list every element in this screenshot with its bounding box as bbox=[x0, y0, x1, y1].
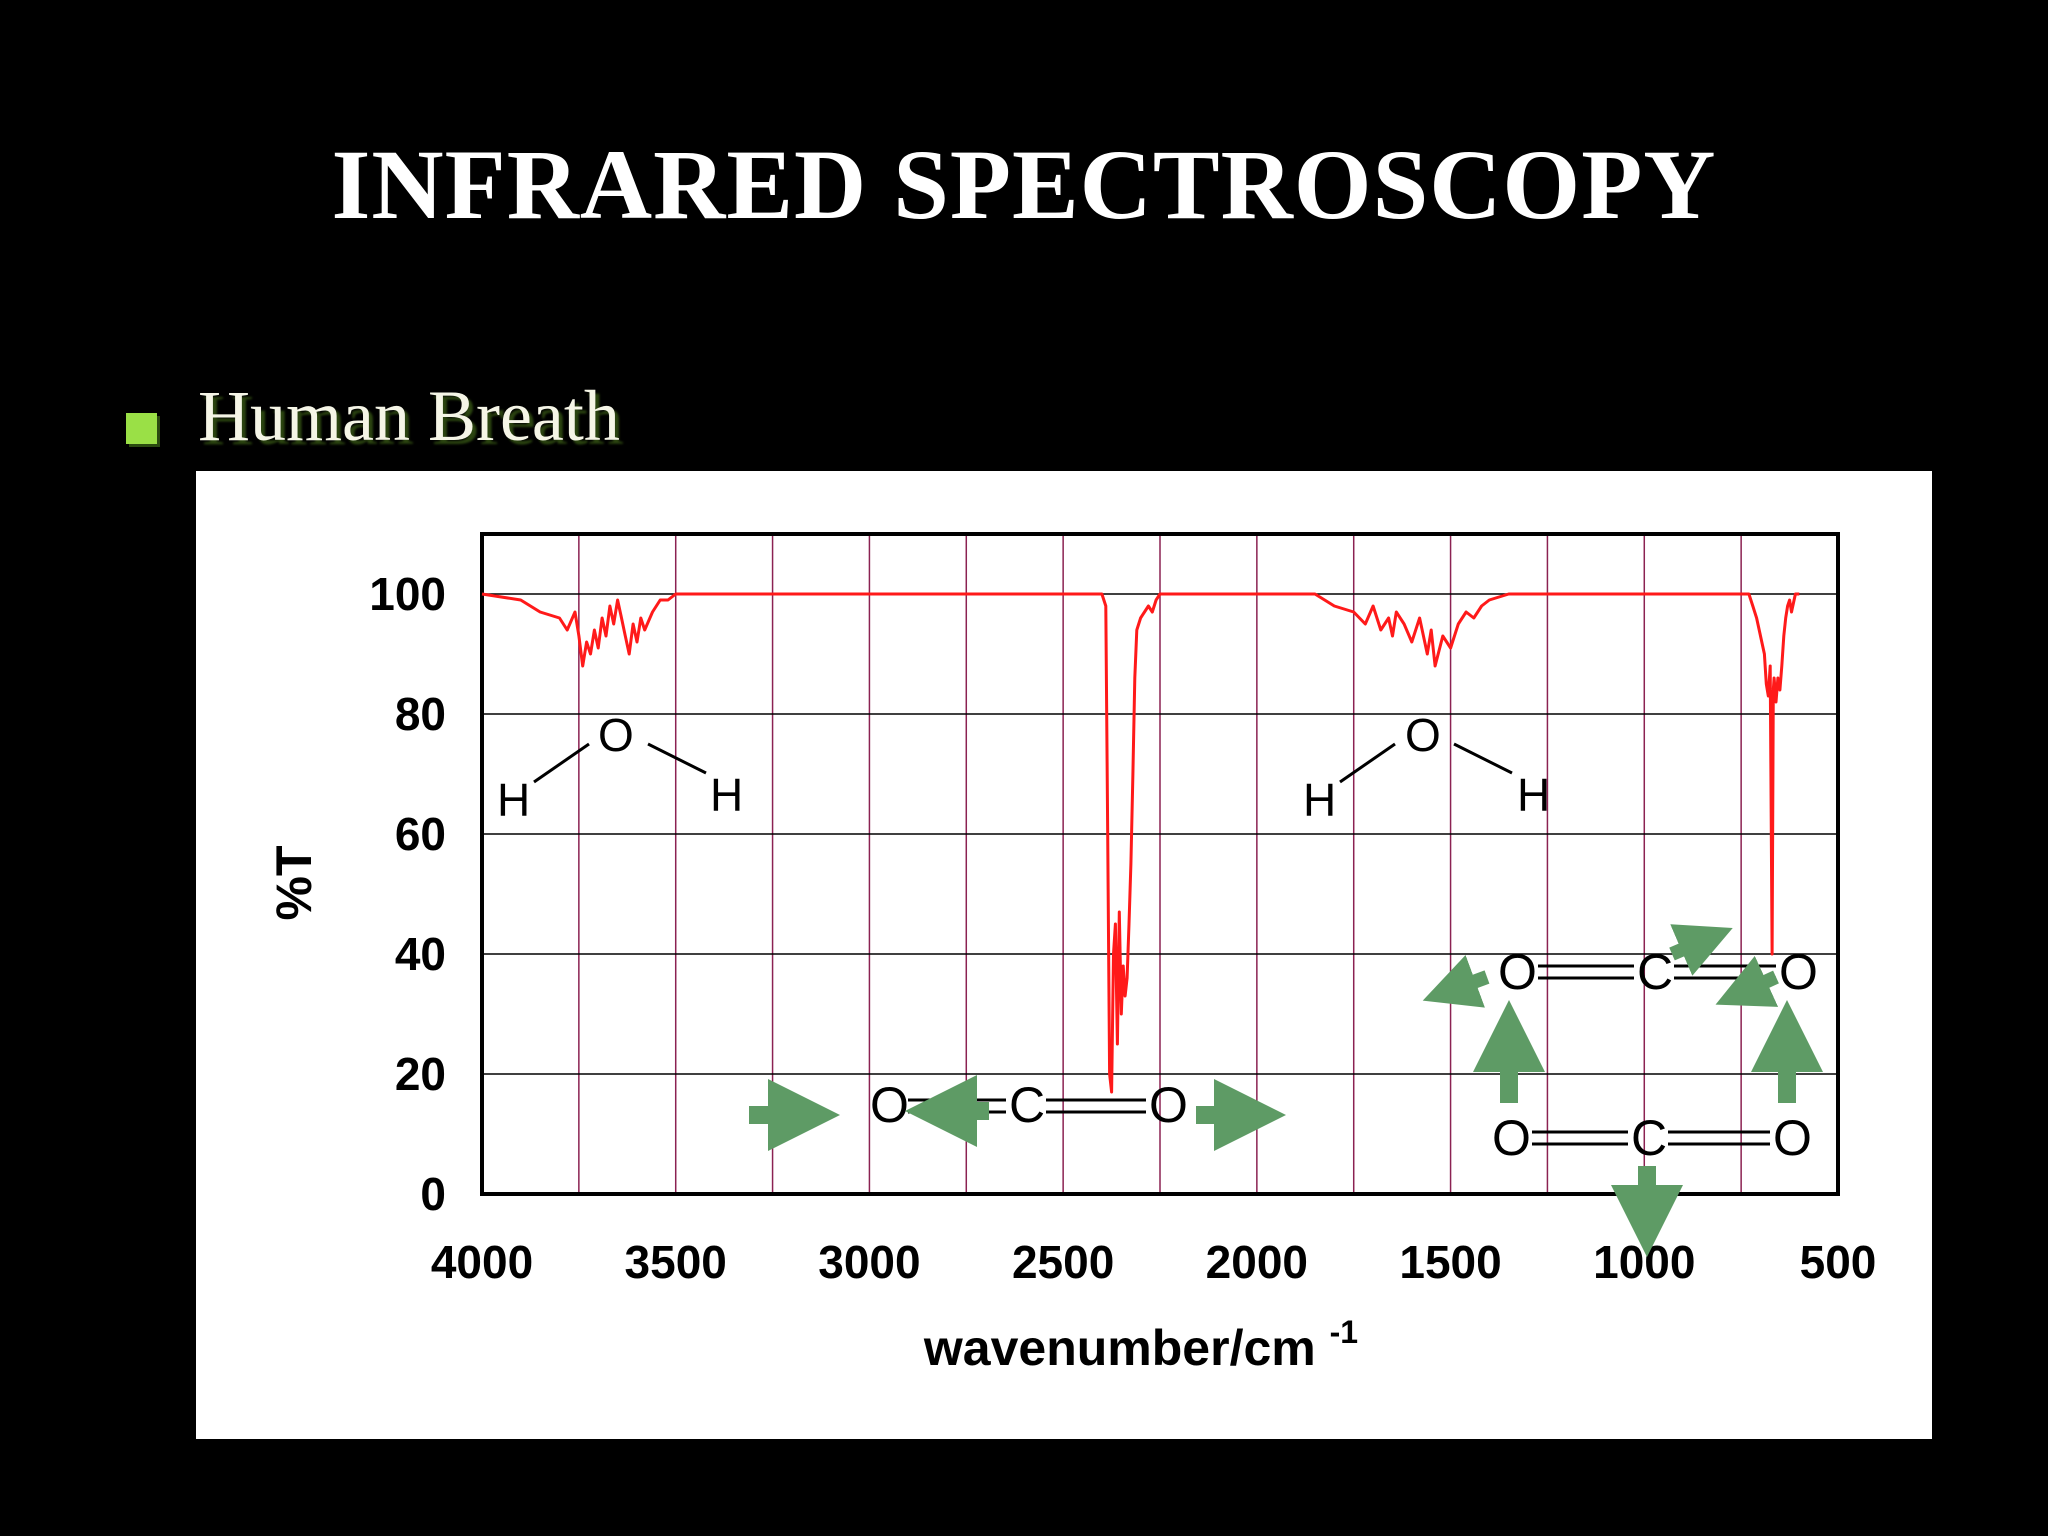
water-2-atom-h-right: H bbox=[1517, 769, 1550, 821]
x-axis-label: wavenumber/cm -1 bbox=[923, 1314, 1358, 1376]
arrow-diag-o-right bbox=[1715, 955, 1779, 1007]
y-tick-label: 80 bbox=[395, 688, 446, 740]
co2-b1-atom-c: C bbox=[1637, 944, 1673, 1000]
chart-panel: 0 20 40 60 80 100 4000 3500 3000 2500 2000 1500 100… bbox=[196, 471, 1932, 1439]
water-2-atom-o: O bbox=[1405, 709, 1441, 761]
co2-a-atom-o-right: O bbox=[1149, 1077, 1188, 1133]
co2-b2-atom-o-left: O bbox=[1492, 1110, 1531, 1166]
arrow-diag-o-left bbox=[1422, 955, 1490, 1008]
x-tick-label: 500 bbox=[1800, 1236, 1877, 1288]
x-tick-label: 1000 bbox=[1593, 1236, 1695, 1288]
x-tick-label: 4000 bbox=[431, 1236, 533, 1288]
co2-a-atom-o-left: O bbox=[870, 1077, 909, 1133]
co2-a-atom-c: C bbox=[1009, 1077, 1045, 1133]
slide-title: INFRARED SPECTROSCOPY bbox=[331, 129, 1717, 240]
y-tick-labels: 0 20 40 60 80 100 bbox=[369, 568, 446, 1220]
x-tick-label: 2500 bbox=[1012, 1236, 1114, 1288]
y-axis-label: %T bbox=[266, 846, 322, 921]
y-tick-label: 40 bbox=[395, 928, 446, 980]
co2-asymmetric-stretch: O C O bbox=[749, 1075, 1286, 1151]
water-1-atom-h-right: H bbox=[710, 769, 743, 821]
water-1-atom-o: O bbox=[598, 709, 634, 761]
bullet-text: Human Breath bbox=[198, 376, 620, 456]
bullet-square bbox=[126, 413, 157, 444]
co2-b2-atom-o-right: O bbox=[1773, 1110, 1812, 1166]
grid-vertical bbox=[578, 534, 1742, 1194]
x-axis-label-main: wavenumber/cm bbox=[923, 1320, 1316, 1376]
x-tick-label: 1500 bbox=[1399, 1236, 1501, 1288]
x-axis-label-superscript: -1 bbox=[1330, 1314, 1358, 1350]
arrow-diag-c bbox=[1669, 924, 1733, 976]
y-tick-label: 100 bbox=[369, 568, 446, 620]
co2-b2-atom-c: C bbox=[1631, 1110, 1667, 1166]
water-molecule-1: H O H bbox=[497, 709, 743, 826]
spectrum-line bbox=[481, 592, 1800, 1094]
co2-b1-atom-o-right: O bbox=[1779, 944, 1818, 1000]
y-tick-label: 60 bbox=[395, 808, 446, 860]
water-2-bond-right bbox=[1453, 742, 1513, 775]
water-2-bond-left bbox=[1339, 742, 1396, 784]
water-1-bond-left bbox=[533, 742, 590, 784]
co2-bend-upper: O C O bbox=[1422, 924, 1818, 1008]
water-1-atom-h-left: H bbox=[497, 774, 530, 826]
co2-b1-atom-o-left: O bbox=[1498, 944, 1537, 1000]
ir-spectrum-chart: 0 20 40 60 80 100 4000 3500 3000 2500 2000 1500 100… bbox=[266, 532, 1877, 1376]
y-tick-label: 0 bbox=[420, 1168, 446, 1220]
x-tick-label: 3500 bbox=[625, 1236, 727, 1288]
x-tick-label: 2000 bbox=[1206, 1236, 1308, 1288]
water-1-bond-right bbox=[647, 742, 707, 775]
co2-bend-lower: O C O bbox=[1473, 1000, 1823, 1257]
water-2-atom-h-left: H bbox=[1303, 774, 1336, 826]
y-tick-label: 20 bbox=[395, 1048, 446, 1100]
water-molecule-2: H O H bbox=[1303, 709, 1550, 826]
plot-frame bbox=[480, 532, 1840, 1196]
x-tick-labels: 4000 3500 3000 2500 2000 1500 1000 500 bbox=[431, 1236, 1877, 1288]
x-tick-label: 3000 bbox=[818, 1236, 920, 1288]
